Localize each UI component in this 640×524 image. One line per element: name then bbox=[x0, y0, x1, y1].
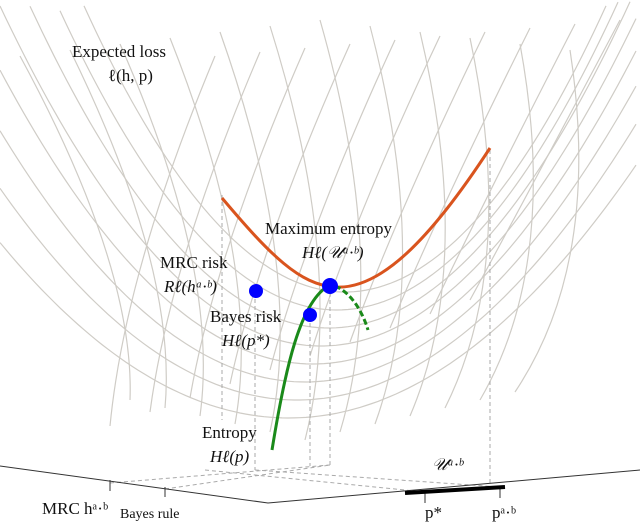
surface-line bbox=[109, 55, 216, 427]
max-entropy-label: Maximum entropy bbox=[265, 219, 393, 238]
entropy-curve-dashed bbox=[334, 284, 370, 331]
surface-line bbox=[389, 27, 531, 329]
max-entropy-math: Hℓ(𝒰ᵃ·ᵇ) bbox=[301, 243, 364, 262]
surface-line bbox=[444, 37, 490, 409]
projection-lines bbox=[109, 150, 501, 493]
surface-line bbox=[369, 25, 404, 425]
surface-line bbox=[0, 164, 637, 419]
bayes-risk-label: Bayes risk bbox=[210, 307, 282, 326]
surface-line bbox=[0, 50, 637, 365]
surface-line bbox=[309, 35, 441, 357]
entropy-curve bbox=[270, 283, 331, 451]
surface-line bbox=[269, 25, 321, 441]
surface-line bbox=[409, 31, 446, 417]
surface-line bbox=[514, 49, 580, 393]
surface-line bbox=[149, 51, 261, 413]
mrc-risk-label: MRC risk bbox=[160, 253, 228, 272]
surface-line bbox=[269, 39, 396, 371]
uncertainty-set-segment bbox=[404, 485, 506, 495]
surface-line bbox=[189, 47, 306, 399]
p-star-tick-label: p* bbox=[425, 503, 442, 522]
surface-line bbox=[0, 123, 637, 401]
surface-line bbox=[479, 43, 534, 401]
surface-line bbox=[469, 19, 621, 301]
entropy-math: Hℓ(p) bbox=[209, 447, 250, 466]
entropy-label: Entropy bbox=[202, 423, 257, 442]
base-axes bbox=[0, 465, 640, 504]
uncertainty-set-label: 𝒰ᵃ·ᵇ bbox=[432, 455, 464, 474]
surface-line bbox=[169, 37, 242, 425]
mrc-rule-tick-label: MRC hᵃ·ᵇ bbox=[42, 499, 108, 518]
surface-line bbox=[229, 43, 351, 385]
bayes-rule-tick-label: Bayes rule bbox=[120, 507, 179, 522]
expected-loss-label: Expected loss bbox=[72, 42, 166, 61]
surface-line bbox=[429, 23, 576, 315]
max-entropy-point bbox=[322, 278, 338, 294]
surface-line bbox=[19, 55, 131, 401]
expected-loss-math: ℓ(h, p) bbox=[108, 66, 153, 85]
bayes-risk-math: Hℓ(p*) bbox=[221, 331, 270, 350]
p-ab-tick-label: pᵃ·ᵇ bbox=[492, 503, 516, 522]
surface-line bbox=[319, 19, 362, 433]
mrc-risk-math: Rℓ(hᵃ·ᵇ) bbox=[163, 277, 217, 296]
loss-surface-grid bbox=[0, 1, 637, 441]
surface-line bbox=[59, 1, 619, 311]
bayes-risk-point bbox=[303, 308, 317, 322]
surface-line bbox=[69, 49, 167, 409]
mrc-risk-point bbox=[249, 284, 263, 298]
surface-line bbox=[0, 5, 637, 347]
surface-line bbox=[219, 31, 281, 433]
surface-line bbox=[119, 43, 204, 417]
surface-line bbox=[349, 31, 486, 343]
